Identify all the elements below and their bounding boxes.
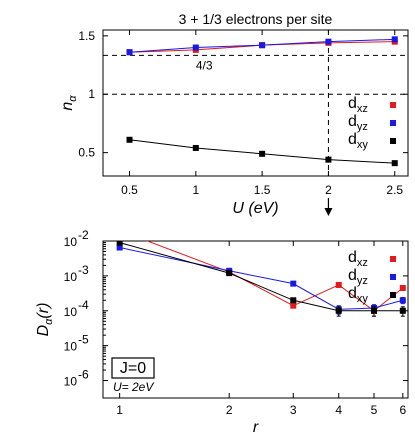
top-x-axis-label: U (eV) (232, 200, 278, 217)
top-x-tick-label: 0.5 (121, 183, 138, 197)
bottom-y-tick-label: 10 (64, 375, 78, 389)
top-point-yz (259, 42, 266, 49)
top-plot-frame (102, 29, 409, 177)
top-legend-label-yz: dyz (348, 113, 368, 133)
bottom-panel-Dalpha-vs-r: 1 2 3 4 5 610-610-510-410-310 -2dxzdyzdxyJ=0U=… (35, 227, 409, 436)
bottom-series-group (116, 227, 406, 317)
top-point-xy (325, 156, 332, 163)
bottom-y-axis-label: Dα(r) (35, 303, 55, 337)
bottom-x-tick-label: 1 (116, 403, 123, 417)
top-legend-marker-xy (390, 138, 396, 144)
bottom-point-xz (117, 227, 123, 233)
top-point-xy (259, 150, 266, 157)
bottom-x-tick-label: 6 (399, 403, 406, 417)
bottom-y-tick-exponent: -6 (78, 368, 89, 382)
top-point-yz (391, 36, 398, 43)
bottom-point-yz (116, 244, 123, 251)
bottom-point-yz (399, 297, 406, 304)
top-x-tick-label: 1.5 (254, 183, 271, 197)
top-point-xy (126, 136, 133, 143)
bottom-point-xy (116, 241, 123, 246)
top-panel-nalpha-vs-U: 3 + 1/3 electrons per site 0.5 1 1.5 2 2.5 0.5… (59, 11, 409, 217)
bottom-legend-marker-xz (390, 256, 396, 262)
bottom-legend-marker-yz (390, 274, 396, 280)
bottom-y-tick-exponent: -4 (78, 298, 89, 312)
top-legend-label-xz: dxz (348, 95, 368, 115)
top-reference-label: 4/3 (196, 58, 213, 72)
bottom-x-axis-label: r (253, 419, 259, 436)
top-legend-label-xy: dxy (348, 131, 368, 151)
top-point-yz (325, 38, 332, 45)
top-x-tick-label: 2 (325, 183, 332, 197)
bottom-point-xy (226, 270, 233, 277)
bottom-y-tick-label: 10 (64, 235, 78, 249)
bottom-x-tick-label: 5 (371, 403, 378, 417)
bottom-point-xy (399, 307, 406, 314)
top-y-tick-label: 1.5 (78, 29, 95, 43)
bottom-y-tick-exponent: -3 (78, 263, 89, 277)
top-point-xy (192, 144, 199, 151)
bottom-point-xy (335, 307, 342, 314)
annotation-J0: J=0 (120, 360, 146, 377)
bottom-point-xz (335, 281, 342, 288)
top-y-tick-label: 1 (88, 87, 95, 101)
bottom-series-line-yz (119, 247, 403, 310)
bottom-legend-label-yz: dyz (348, 267, 368, 287)
connector-arrow-head (324, 208, 333, 216)
bottom-plot-frame (102, 240, 409, 399)
bottom-x-tick-label: 4 (335, 403, 342, 417)
top-x-tick-label: 2.5 (386, 183, 403, 197)
top-y-tick-label: 0.5 (78, 146, 95, 160)
bottom-y-tick-exponent: -2 (78, 228, 89, 242)
bottom-point-xz (399, 284, 406, 291)
bottom-x-tick-label: 3 (290, 403, 297, 417)
bottom-point-xz (290, 302, 297, 309)
annotation-box (111, 357, 155, 379)
annotation-U: U= 2eV (113, 380, 154, 394)
top-legend-marker-xz (390, 102, 396, 108)
top-y-axis-label: nα (59, 95, 79, 111)
bottom-y-tick-label: 10 (64, 305, 78, 319)
bottom-y-tick-label: 10 (64, 270, 78, 284)
bottom-series-line-xy (119, 242, 403, 312)
bottom-point-yz (290, 280, 297, 287)
bottom-point-xy (290, 297, 297, 304)
top-point-yz (192, 44, 199, 51)
bottom-y-tick-label: 10 (64, 340, 78, 354)
bottom-legend-label-xz: dxz (348, 249, 368, 269)
top-x-tick-label: 1 (192, 183, 199, 197)
bottom-point-xy (371, 307, 378, 314)
bottom-x-tick-label: 2 (226, 403, 233, 417)
top-legend-marker-yz (390, 120, 396, 126)
top-point-yz (126, 49, 133, 56)
bottom-y-tick-exponent: -5 (78, 333, 89, 347)
bottom-legend-label-xy: dxy (348, 285, 368, 305)
bottom-legend-marker-xy (390, 292, 396, 298)
top-chart-title: 3 + 1/3 electrons per site (179, 11, 333, 27)
top-point-xy (391, 160, 398, 167)
